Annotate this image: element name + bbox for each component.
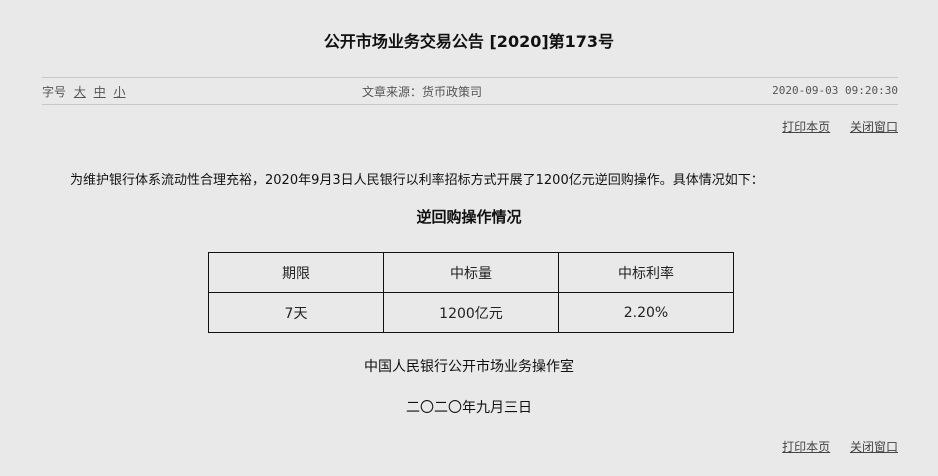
top-links: 打印本页 关闭窗口 [766, 118, 898, 135]
publish-datetime: 2020-09-03 09:20:30 [772, 84, 898, 97]
font-medium-link[interactable]: 中 [93, 85, 106, 99]
signature-date: 二〇二〇年九月三日 [406, 400, 532, 416]
print-page-link[interactable]: 打印本页 [782, 440, 831, 454]
cell-amount: 1200亿元 [383, 292, 559, 333]
table-row: 7天 1200亿元 2.20% [208, 292, 734, 333]
close-window-link[interactable]: 关闭窗口 [849, 120, 898, 134]
font-size-label: 字号 [42, 85, 67, 99]
header-amount: 中标量 [383, 252, 559, 293]
page-title: 公开市场业务交易公告 [2020]第173号 [323, 32, 615, 51]
print-page-link[interactable]: 打印本页 [782, 120, 831, 134]
divider [42, 104, 898, 105]
divider [42, 77, 898, 78]
close-window-link[interactable]: 关闭窗口 [849, 440, 898, 454]
cell-rate: 2.20% [558, 292, 734, 333]
cell-term: 7天 [208, 292, 384, 333]
article-source: 文章来源：货币政策司 [362, 85, 483, 99]
table-header-row: 期限 中标量 中标利率 [208, 252, 734, 293]
font-size-controls: 字号 大 中 小 [42, 83, 126, 100]
bottom-links: 打印本页 关闭窗口 [766, 438, 898, 455]
font-large-link[interactable]: 大 [73, 85, 86, 99]
repo-table: 期限 中标量 中标利率 7天 1200亿元 2.20% [208, 252, 734, 333]
signature-org: 中国人民银行公开市场业务操作室 [364, 359, 574, 375]
table-title: 逆回购操作情况 [416, 208, 522, 226]
header-term: 期限 [208, 252, 384, 293]
header-rate: 中标利率 [558, 252, 734, 293]
font-small-link[interactable]: 小 [113, 85, 126, 99]
intro-paragraph: 为维护银行体系流动性合理充裕，2020年9月3日人民银行以利率招标方式开展了12… [70, 173, 764, 188]
